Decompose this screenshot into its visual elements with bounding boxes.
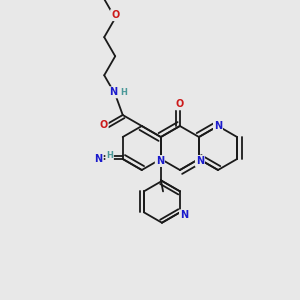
Text: N: N bbox=[156, 156, 164, 166]
Text: H: H bbox=[120, 88, 127, 97]
Text: O: O bbox=[176, 99, 184, 109]
Text: N: N bbox=[214, 121, 222, 131]
Text: N: N bbox=[196, 156, 204, 166]
Text: N: N bbox=[94, 154, 103, 164]
Text: O: O bbox=[111, 10, 119, 20]
Text: O: O bbox=[99, 120, 108, 130]
Text: H: H bbox=[106, 152, 113, 160]
Text: N: N bbox=[109, 87, 117, 97]
Text: N: N bbox=[180, 210, 188, 220]
